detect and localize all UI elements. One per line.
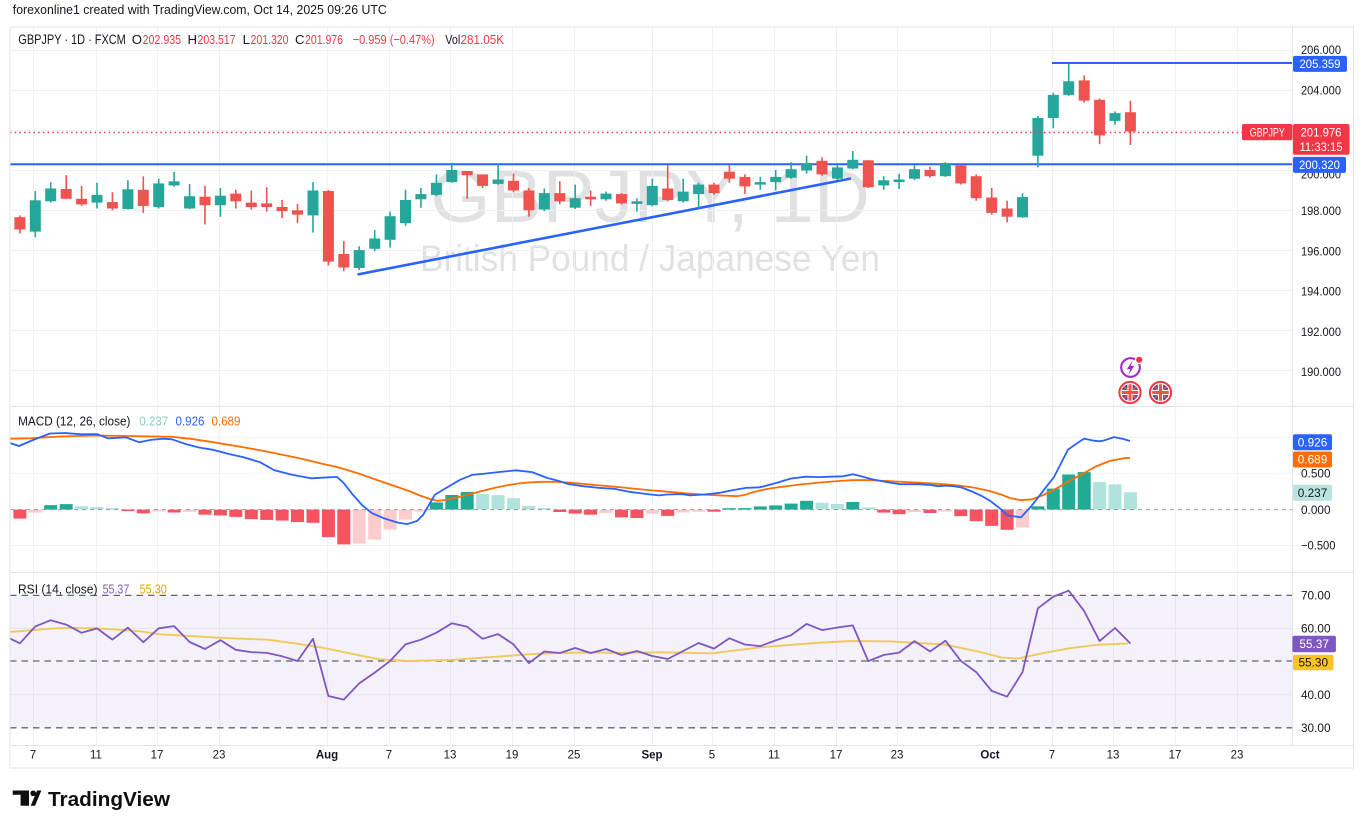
svg-text:11: 11 [768, 750, 780, 762]
svg-text:202.935: 202.935 [143, 32, 182, 47]
svg-text:7: 7 [1049, 750, 1055, 762]
svg-text:17: 17 [830, 750, 843, 762]
svg-text:0.689: 0.689 [212, 414, 241, 429]
svg-text:25: 25 [568, 750, 581, 762]
svg-text:40.00: 40.00 [1301, 688, 1331, 702]
svg-text:204.000: 204.000 [1301, 84, 1341, 98]
svg-text:MACD (12, 26, close): MACD (12, 26, close) [18, 414, 130, 429]
svg-text:203.517: 203.517 [198, 32, 236, 47]
svg-text:0.926: 0.926 [176, 414, 205, 429]
svg-text:13: 13 [1107, 750, 1120, 762]
svg-text:198.000: 198.000 [1301, 204, 1341, 218]
svg-text:0.237: 0.237 [139, 414, 168, 429]
svg-text:201.976: 201.976 [1301, 126, 1342, 140]
svg-text:17: 17 [1169, 750, 1182, 762]
svg-text:23: 23 [1231, 750, 1244, 762]
svg-text:GBPJPY · 1D · FXCM: GBPJPY · 1D · FXCM [18, 32, 126, 47]
svg-text:0.237: 0.237 [1298, 486, 1328, 500]
svg-text:TradingView: TradingView [48, 788, 170, 811]
svg-text:L: L [243, 32, 250, 47]
svg-text:−0.959 (−0.47%): −0.959 (−0.47%) [353, 32, 435, 47]
svg-text:23: 23 [891, 750, 904, 762]
svg-text:30.00: 30.00 [1301, 721, 1331, 735]
svg-text:13: 13 [444, 750, 457, 762]
svg-text:0.926: 0.926 [1298, 435, 1328, 449]
svg-text:forexonline1 created with Trad: forexonline1 created with TradingView.co… [13, 2, 387, 17]
svg-text:RSI (14, close): RSI (14, close) [18, 582, 98, 597]
svg-text:0.000: 0.000 [1301, 503, 1331, 517]
svg-text:0.689: 0.689 [1298, 453, 1328, 467]
svg-text:0.500: 0.500 [1301, 467, 1331, 481]
svg-text:Sep: Sep [641, 750, 662, 762]
svg-text:201.320: 201.320 [251, 32, 289, 47]
svg-text:205.359: 205.359 [1300, 57, 1341, 71]
svg-text:H: H [187, 32, 197, 47]
svg-text:British Pound / Japanese Yen: British Pound / Japanese Yen [420, 238, 880, 279]
svg-text:17: 17 [151, 750, 164, 762]
svg-text:196.000: 196.000 [1301, 244, 1341, 258]
svg-text:5: 5 [709, 750, 715, 762]
svg-text:60.00: 60.00 [1301, 622, 1331, 636]
svg-text:206.000: 206.000 [1301, 43, 1341, 57]
svg-text:55.30: 55.30 [1299, 656, 1329, 670]
svg-text:23: 23 [213, 750, 226, 762]
svg-text:Vol: Vol [445, 32, 460, 47]
svg-text:GBPJPY: GBPJPY [1250, 125, 1285, 139]
svg-text:11: 11 [90, 750, 102, 762]
svg-text:7: 7 [30, 750, 36, 762]
svg-text:55.37: 55.37 [1299, 637, 1329, 651]
svg-text:Aug: Aug [316, 750, 338, 762]
svg-text:−0.500: −0.500 [1301, 539, 1336, 553]
svg-text:200.320: 200.320 [1299, 158, 1340, 172]
svg-text:19: 19 [506, 750, 519, 762]
svg-text:Oct: Oct [980, 750, 999, 762]
svg-text:55.30: 55.30 [140, 582, 167, 597]
svg-text:281.05K: 281.05K [461, 32, 505, 47]
svg-text:O: O [132, 32, 142, 47]
svg-text:C: C [295, 32, 305, 47]
svg-text:190.000: 190.000 [1301, 365, 1341, 379]
svg-text:7: 7 [386, 750, 392, 762]
svg-text:201.976: 201.976 [305, 32, 343, 47]
svg-text:11:33:15: 11:33:15 [1300, 140, 1343, 154]
svg-text:70.00: 70.00 [1301, 589, 1331, 603]
svg-text:194.000: 194.000 [1301, 285, 1341, 299]
svg-text:192.000: 192.000 [1301, 325, 1341, 339]
svg-text:55.37: 55.37 [103, 582, 130, 597]
